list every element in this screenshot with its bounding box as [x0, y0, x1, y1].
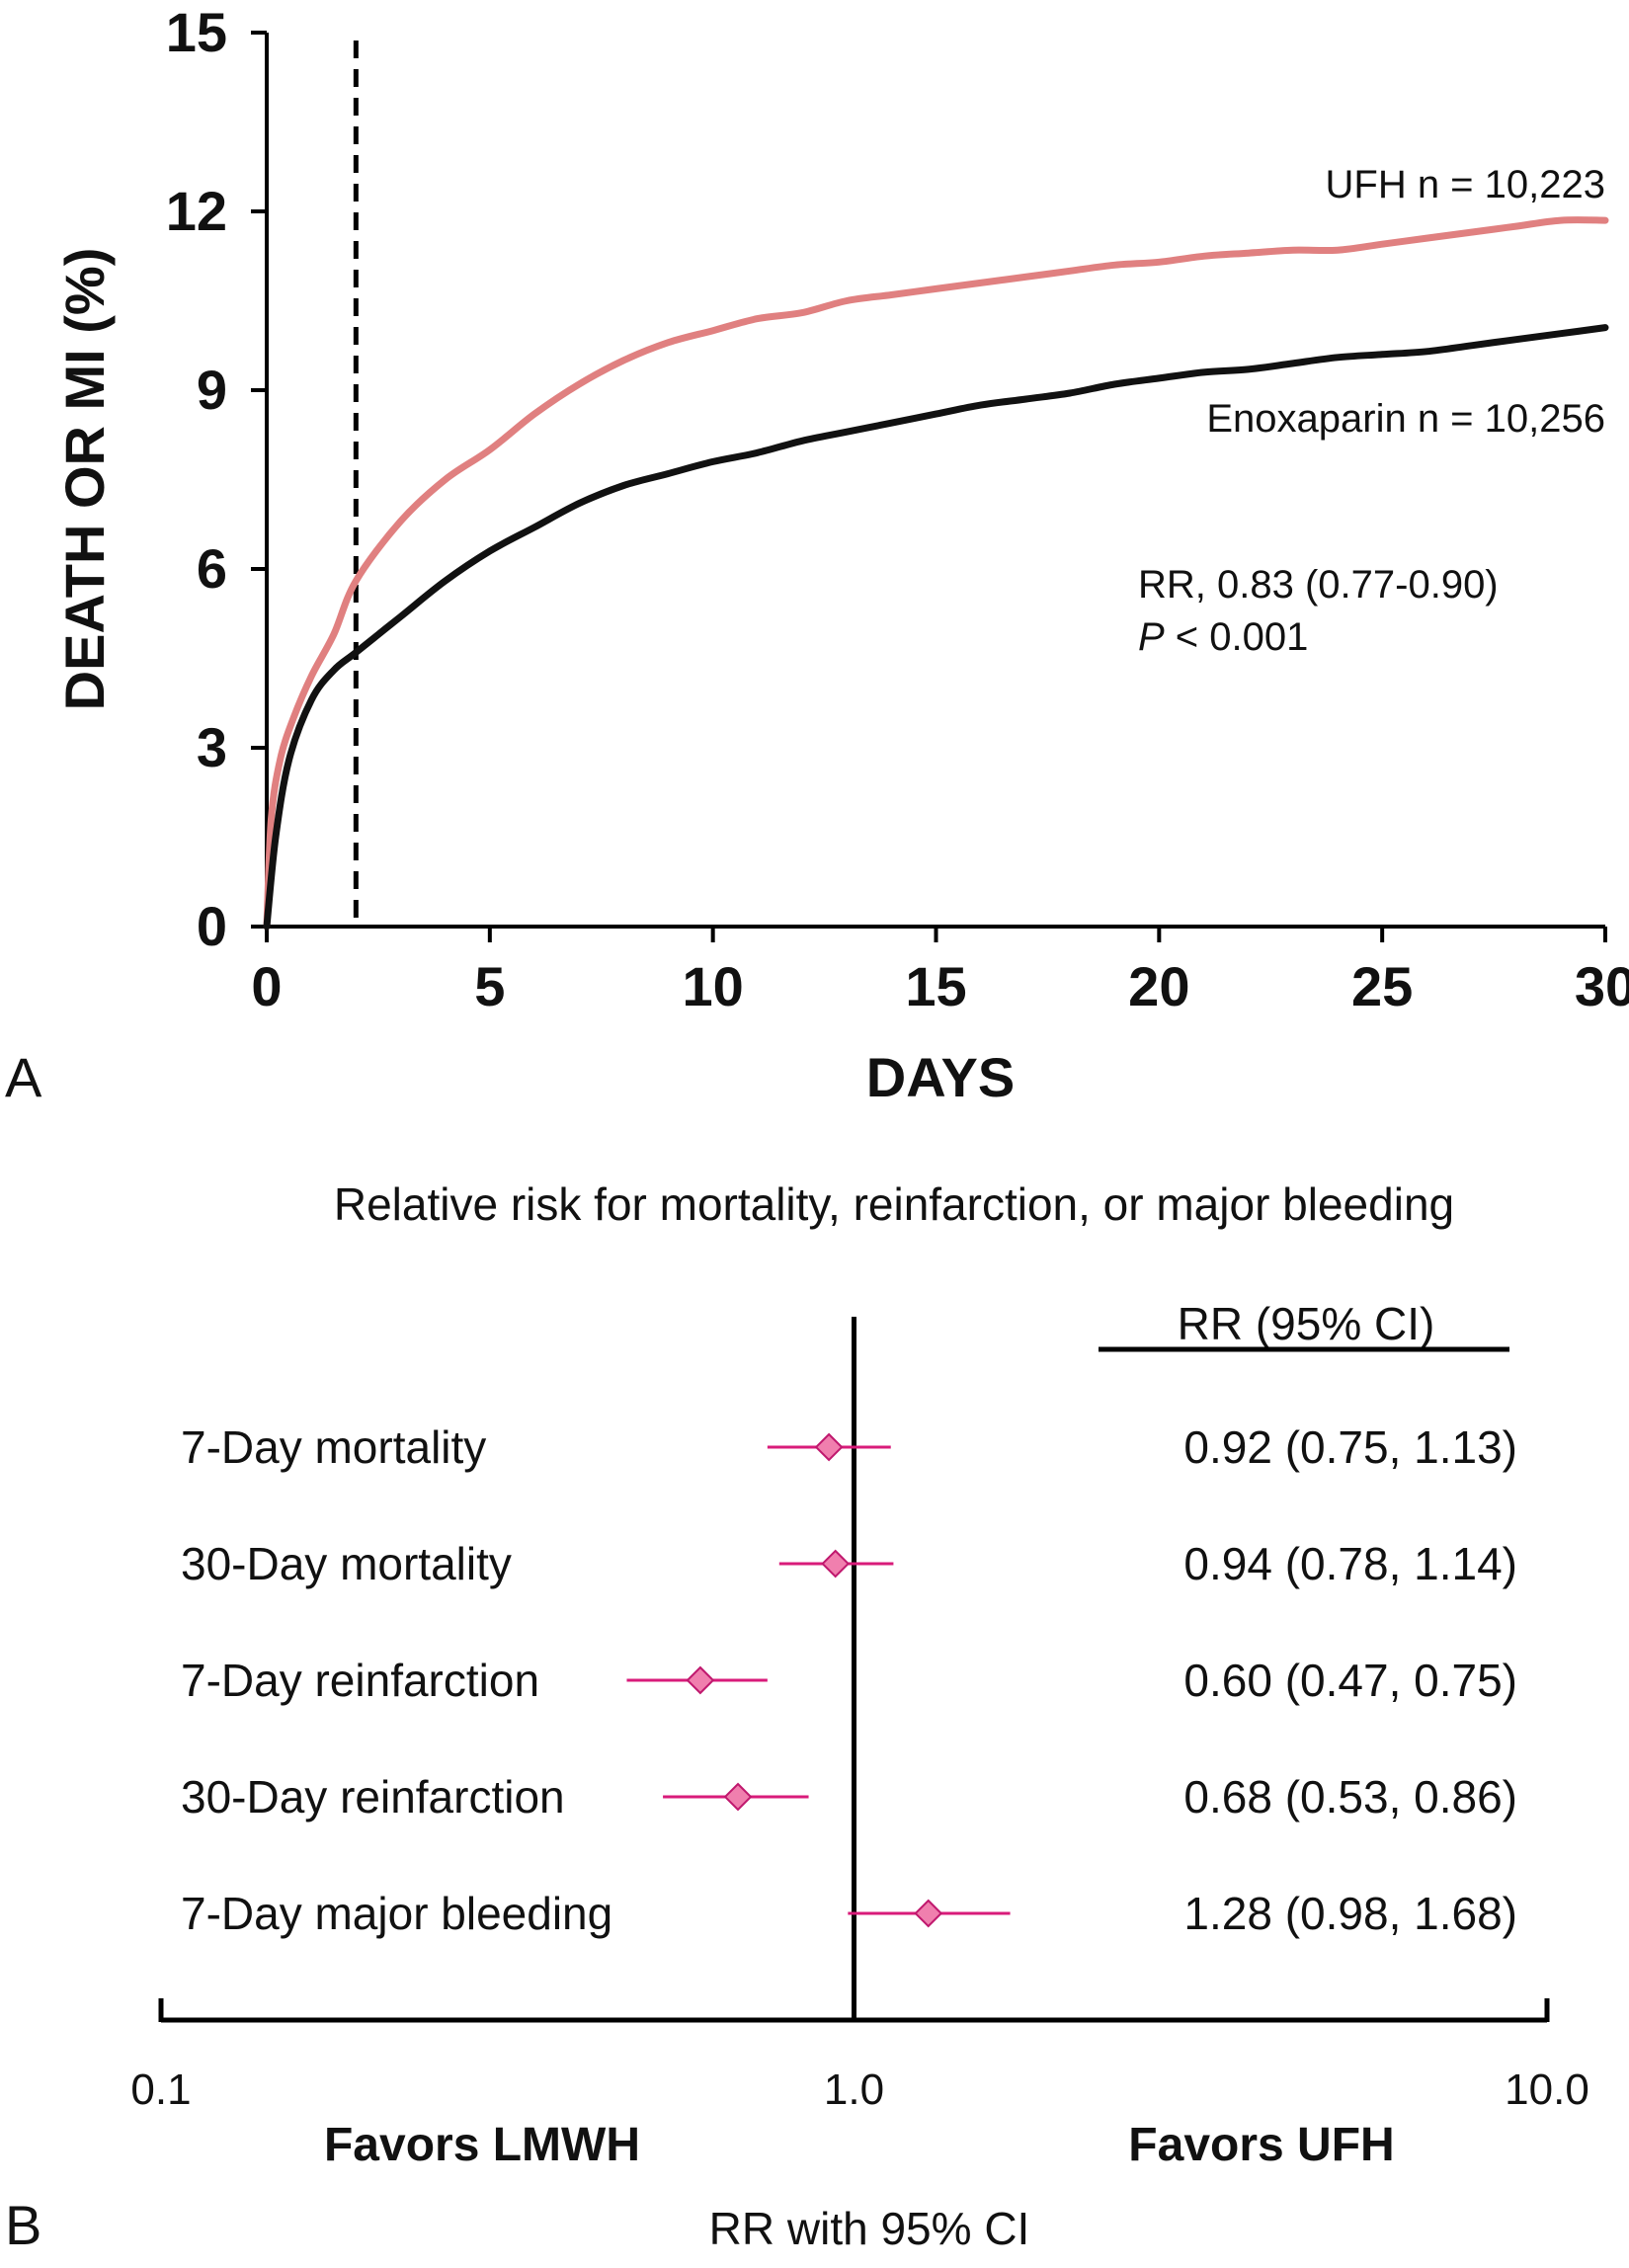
forest-row-label: 7-Day major bleeding	[181, 1888, 612, 1939]
panel-a: 0 3 6 9 12 15 0 5 10 15 20 25 30 UFH n = 10,223 Eno…	[5, 1, 1629, 1108]
panel-a-x-tick-label: 25	[1351, 955, 1413, 1017]
forest-point-estimate-marker	[814, 1432, 844, 1462]
forest-point-estimate-marker	[723, 1782, 753, 1812]
ufh-series-label: UFH n = 10,223	[1326, 163, 1606, 206]
panel-a-y-tick-label: 3	[197, 716, 227, 778]
forest-point-estimate-marker	[686, 1665, 715, 1695]
forest-row: 7-Day reinfarction 0.60 (0.47, 0.75)	[181, 1655, 1517, 1706]
forest-point-estimate-marker	[914, 1899, 943, 1928]
forest-row-rr-value: 1.28 (0.98, 1.68)	[1183, 1888, 1517, 1939]
panel-b-title: Relative risk for mortality, reinfarctio…	[334, 1178, 1454, 1230]
panel-b-x-axis-label: RR with 95% CI	[709, 2203, 1030, 2254]
favors-lmwh-label: Favors LMWH	[324, 2119, 640, 2171]
panel-b-x-tick-label: 0.1	[130, 2066, 191, 2114]
enoxaparin-series-label: Enoxaparin n = 10,256	[1206, 397, 1605, 441]
panel-a-y-tick-label: 6	[197, 537, 227, 600]
forest-row-label: 30-Day reinfarction	[181, 1771, 565, 1822]
panel-a-x-ticks: 0 5 10 15 20 25 30	[251, 927, 1629, 1017]
panel-a-x-axis-label: DAYS	[866, 1046, 1015, 1108]
panel-a-x-tick-label: 10	[683, 955, 744, 1017]
panel-a-y-ticks: 0 3 6 9 12 15	[166, 1, 267, 957]
p-italic: P	[1138, 615, 1165, 659]
panel-b-x-ticks: 0.1 1.0 10.0	[130, 1998, 1589, 2114]
panel-b-x-tick-label: 10.0	[1505, 2066, 1589, 2114]
panel-b-letter: B	[5, 2194, 41, 2256]
panel-a-y-tick-label: 12	[166, 180, 227, 242]
panel-a-y-tick-label: 9	[197, 359, 227, 421]
panel-a-y-tick-label: 15	[166, 1, 227, 63]
panel-a-y-tick-label: 0	[197, 895, 227, 957]
ufh-series-line	[263, 216, 1609, 931]
forest-point-estimate-marker	[821, 1549, 851, 1579]
panel-a-x-tick-label: 0	[251, 955, 282, 1017]
panel-a-letter: A	[5, 1046, 42, 1108]
panel-a-x-tick-label: 20	[1128, 955, 1189, 1017]
panel-a-x-tick-label: 5	[474, 955, 505, 1017]
panel-a-x-tick-label: 30	[1575, 955, 1629, 1017]
panel-a-x-tick-label: 15	[905, 955, 966, 1017]
panel-b: Relative risk for mortality, reinfarctio…	[5, 1178, 1589, 2256]
p-value-annotation: P < 0.001	[1138, 615, 1308, 659]
forest-row-rr-value: 0.68 (0.53, 0.86)	[1183, 1771, 1517, 1822]
forest-row-label: 7-Day mortality	[181, 1421, 486, 1473]
p-rest: < 0.001	[1165, 615, 1309, 659]
forest-row: 30-Day reinfarction 0.68 (0.53, 0.86)	[181, 1771, 1517, 1822]
rr-column-header: RR (95% CI)	[1178, 1298, 1435, 1349]
forest-row-rr-value: 0.94 (0.78, 1.14)	[1183, 1538, 1517, 1589]
forest-row-label: 30-Day mortality	[181, 1538, 512, 1589]
favors-ufh-label: Favors UFH	[1128, 2119, 1394, 2171]
rr-annotation: RR, 0.83 (0.77-0.90)	[1138, 563, 1499, 607]
panel-a-y-axis-label: DEATH OR MI (%)	[53, 248, 116, 711]
forest-row-rr-value: 0.60 (0.47, 0.75)	[1183, 1655, 1517, 1706]
forest-row: 30-Day mortality 0.94 (0.78, 1.14)	[181, 1538, 1517, 1589]
forest-row: 7-Day major bleeding 1.28 (0.98, 1.68)	[181, 1888, 1517, 1939]
forest-row: 7-Day mortality 0.92 (0.75, 1.13)	[181, 1421, 1517, 1473]
forest-row-label: 7-Day reinfarction	[181, 1655, 539, 1706]
enoxaparin-series-line	[263, 324, 1609, 931]
panel-b-rows: 7-Day mortality 0.92 (0.75, 1.13) 30-Day m…	[181, 1421, 1517, 1939]
panel-b-x-tick-label: 1.0	[824, 2066, 884, 2114]
forest-row-rr-value: 0.92 (0.75, 1.13)	[1183, 1421, 1517, 1473]
